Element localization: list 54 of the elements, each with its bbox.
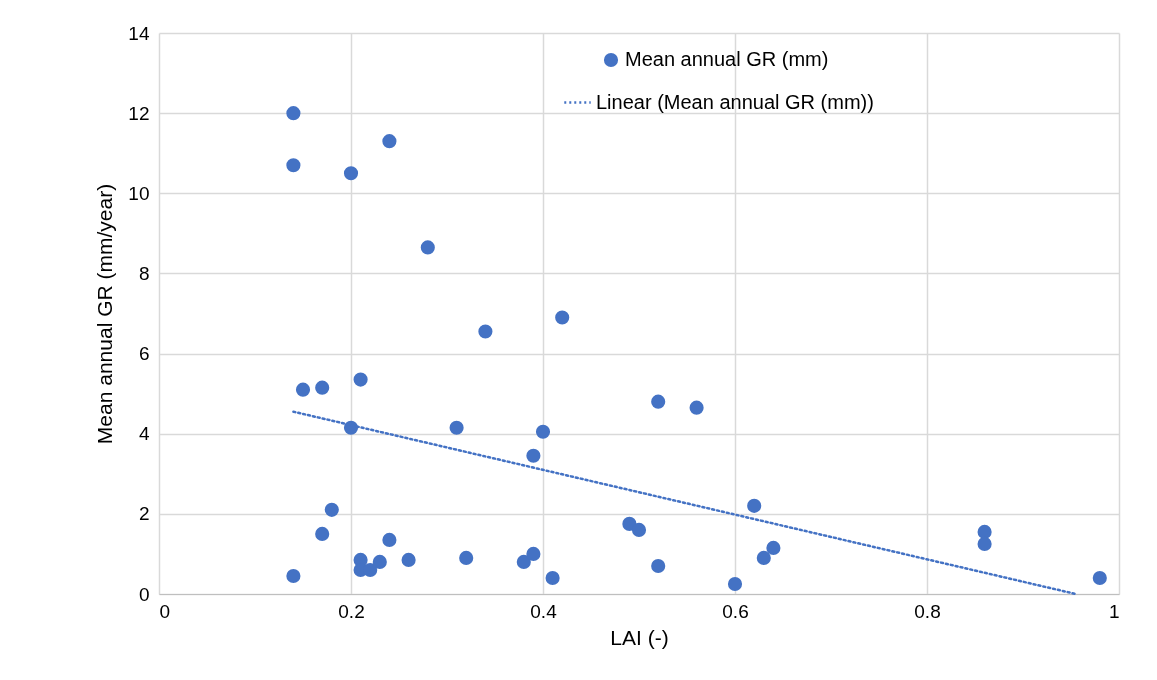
point	[401, 552, 416, 567]
point	[382, 134, 397, 149]
point	[286, 158, 301, 173]
point	[545, 570, 560, 586]
point	[622, 516, 637, 531]
legend-label: Mean annual GR (mm)	[625, 48, 829, 70]
y-tick-label: 4	[138, 423, 150, 445]
y-tick-label: 10	[128, 182, 150, 204]
point	[363, 562, 378, 578]
y-tick-label: 2	[138, 503, 150, 525]
x-tick-label: 0.4	[530, 600, 558, 622]
point	[526, 448, 541, 463]
x-tick-label: 0	[159, 600, 171, 622]
point	[535, 424, 551, 439]
point	[977, 524, 992, 539]
point	[449, 420, 464, 435]
point	[324, 502, 339, 517]
point	[295, 382, 311, 397]
point	[1092, 570, 1107, 586]
y-tick-label: 0	[138, 583, 150, 605]
point	[286, 568, 301, 584]
x-tick-label: 0.8	[914, 600, 941, 622]
point	[343, 166, 359, 181]
point	[689, 400, 704, 415]
point	[977, 536, 992, 551]
legend-label: Linear (Mean annual GR (mm))	[596, 90, 874, 113]
point	[459, 550, 474, 565]
point	[353, 372, 368, 387]
point	[766, 540, 781, 555]
point	[478, 324, 493, 339]
y-tick-label: 8	[138, 262, 150, 284]
y-tick-label: 14	[128, 22, 150, 44]
x-axis-title: LAI (-)	[610, 625, 669, 649]
point	[756, 550, 771, 565]
point	[747, 498, 762, 513]
point	[651, 558, 666, 574]
point	[315, 380, 330, 395]
point	[631, 522, 647, 537]
x-tick-label: 0.2	[338, 600, 365, 622]
point	[516, 554, 531, 569]
y-tick-label: 12	[128, 102, 150, 124]
point	[526, 546, 541, 561]
point	[382, 532, 397, 547]
point	[286, 106, 301, 121]
point	[315, 526, 330, 541]
point	[651, 394, 666, 409]
point	[372, 554, 387, 569]
point	[727, 576, 743, 592]
point	[420, 240, 435, 255]
y-axis-title: Mean annual GR (mm/year)	[93, 183, 117, 445]
point	[555, 310, 570, 325]
x-tick-label: 1	[1108, 600, 1120, 622]
y-tick-label: 6	[138, 343, 150, 365]
x-tick-label: 0.6	[722, 600, 749, 622]
